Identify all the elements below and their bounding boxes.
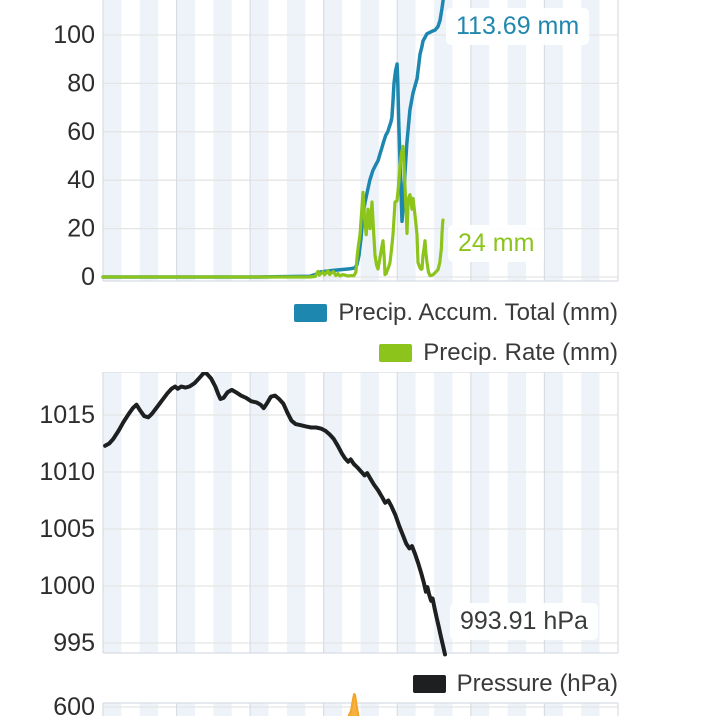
svg-text:1000: 1000 [39, 572, 95, 600]
precip-rate-value-label: 24 mm [448, 225, 545, 262]
precip-accum-value-label: 113.69 mm [446, 8, 590, 45]
pressure-chart[interactable]: 995 1000 1005 1010 1015 [0, 372, 720, 662]
svg-text:995: 995 [53, 629, 95, 657]
svg-text:1015: 1015 [39, 401, 95, 429]
legend-precip-rate-label: Precip. Rate (mm) [423, 339, 618, 366]
svg-text:100: 100 [53, 21, 95, 49]
pressure-value-label: 993.91 hPa [450, 603, 598, 640]
legend-precip-rate: Precip. Rate (mm) [379, 339, 618, 366]
precip-accum-swatch-icon [294, 304, 328, 322]
legend-pressure: Pressure (hPa) [412, 670, 618, 697]
svg-text:20: 20 [67, 215, 95, 243]
svg-text:60: 60 [67, 118, 95, 146]
pressure-swatch-icon [412, 675, 446, 693]
svg-text:600: 600 [53, 693, 95, 716]
precip-chart[interactable]: 0 20 40 60 80 100 [0, 0, 720, 296]
precip-rate-swatch-icon [379, 344, 413, 362]
solar-chart[interactable]: 600 [0, 686, 720, 716]
svg-text:40: 40 [67, 166, 95, 194]
svg-text:80: 80 [67, 69, 95, 97]
svg-text:1005: 1005 [39, 515, 95, 543]
svg-text:0: 0 [81, 263, 95, 291]
legend-precip-accum-label: Precip. Accum. Total (mm) [338, 299, 618, 326]
legend-precip-accum: Precip. Accum. Total (mm) [294, 299, 618, 326]
svg-text:1010: 1010 [39, 458, 95, 486]
legend-pressure-label: Pressure (hPa) [456, 670, 618, 697]
